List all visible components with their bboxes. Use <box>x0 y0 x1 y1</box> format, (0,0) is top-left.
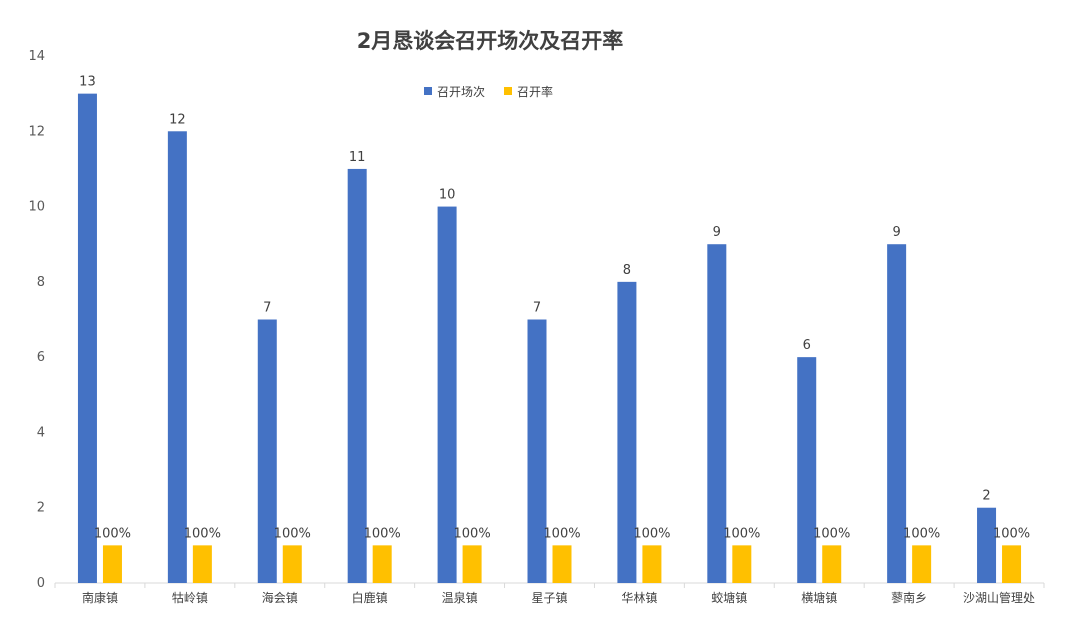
y-tick-label: 6 <box>37 350 45 365</box>
bar-rate <box>822 545 842 583</box>
data-label: 2 <box>982 489 990 504</box>
data-label: 7 <box>533 301 541 316</box>
bar-rate <box>372 545 392 583</box>
legend-swatch-1 <box>504 87 512 95</box>
bar-rate <box>192 545 212 583</box>
bar-rate <box>642 545 662 583</box>
bar-sessions <box>977 507 997 583</box>
category-label: 星子镇 <box>531 591 567 605</box>
bar-rate <box>102 545 122 583</box>
data-label: 9 <box>713 225 721 240</box>
bar-sessions <box>887 244 907 583</box>
category-label: 温泉镇 <box>442 591 478 605</box>
y-axis-ticks: 0 2 4 6 8 10 12 14 <box>28 49 45 591</box>
bar-sessions <box>257 319 277 583</box>
y-tick-label: 10 <box>28 200 45 215</box>
bar-sessions <box>347 168 367 583</box>
data-label: 13 <box>79 75 96 90</box>
data-label: 100% <box>813 526 850 541</box>
data-label: 7 <box>263 301 271 316</box>
category-label: 牯岭镇 <box>172 591 208 605</box>
data-label: 100% <box>364 526 401 541</box>
data-label: 9 <box>892 225 900 240</box>
y-tick-label: 2 <box>37 501 45 516</box>
data-label: 11 <box>349 150 366 165</box>
bar-sessions <box>527 319 547 583</box>
y-tick-label: 14 <box>28 49 45 64</box>
bars <box>77 93 1022 584</box>
category-label: 南康镇 <box>82 590 118 605</box>
category-label: 横塘镇 <box>801 590 837 605</box>
y-tick-label: 0 <box>37 576 45 591</box>
data-label: 100% <box>633 526 670 541</box>
data-label: 100% <box>184 526 221 541</box>
y-tick-label: 4 <box>37 425 45 440</box>
category-labels: 南康镇 牯岭镇 海会镇 白鹿镇 温泉镇 星子镇 华林镇 蛟塘镇 横塘镇 蓼南乡 沙湖山管理处 <box>82 590 1035 605</box>
data-label: 100% <box>94 526 131 541</box>
bar-sessions <box>77 93 97 584</box>
legend-label-1: 召开率 <box>517 84 553 99</box>
data-label: 12 <box>169 112 186 127</box>
y-tick-label: 8 <box>37 275 45 290</box>
category-label: 蓼南乡 <box>891 590 927 605</box>
data-label: 100% <box>543 526 580 541</box>
category-label: 海会镇 <box>262 590 298 605</box>
legend-swatch-0 <box>424 87 432 95</box>
data-labels: 13 100% 12 100% 7 100% 11 100% 10 100% 7 100% 8 100% 9… <box>79 75 1030 542</box>
data-label: 10 <box>439 188 456 203</box>
category-label: 蛟塘镇 <box>711 590 747 605</box>
category-label: 华林镇 <box>621 591 657 605</box>
bar-sessions <box>167 131 187 584</box>
bar-rate <box>462 545 482 583</box>
bar-rate <box>1002 545 1022 583</box>
category-label: 白鹿镇 <box>352 590 388 605</box>
data-label: 100% <box>903 526 940 541</box>
bar-rate <box>552 545 572 583</box>
data-label: 8 <box>623 263 631 278</box>
category-label: 沙湖山管理处 <box>963 590 1035 605</box>
legend-label-0: 召开场次 <box>437 85 485 99</box>
bar-sessions <box>797 357 817 583</box>
bar-rate <box>912 545 932 583</box>
chart-title: 2月恳谈会召开场次及召开率 <box>357 29 624 53</box>
bar-rate <box>732 545 752 583</box>
data-label: 100% <box>274 526 311 541</box>
data-label: 100% <box>454 526 491 541</box>
legend: 召开场次 召开率 <box>424 84 553 99</box>
x-axis-tick-marks <box>54 583 1045 588</box>
bar-sessions <box>437 206 457 584</box>
bar-rate <box>282 545 302 583</box>
data-label: 100% <box>723 526 760 541</box>
data-label: 6 <box>803 338 811 353</box>
y-tick-label: 12 <box>28 124 45 139</box>
data-label: 100% <box>993 526 1030 541</box>
bar-sessions <box>707 244 727 583</box>
bar-sessions <box>617 281 637 583</box>
